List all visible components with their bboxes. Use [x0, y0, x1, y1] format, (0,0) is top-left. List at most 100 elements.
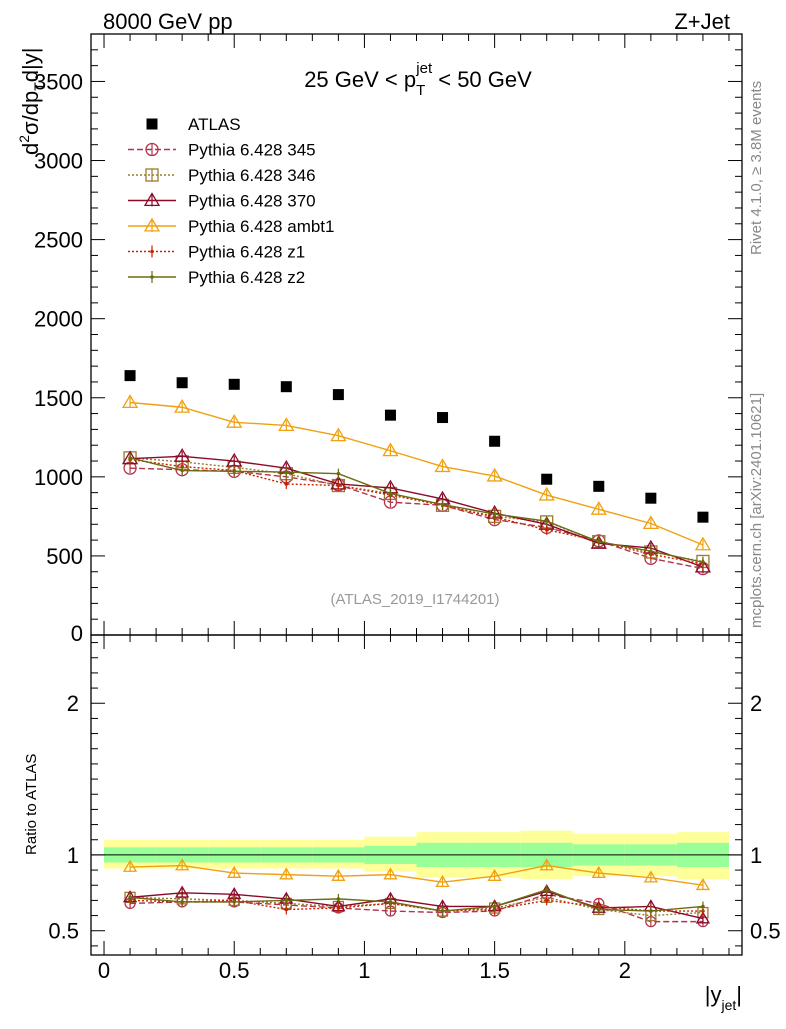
dot-marker — [596, 907, 601, 912]
open-triangle-marker — [279, 867, 294, 880]
y-tick-label: 2000 — [34, 307, 83, 332]
open-triangle-marker — [331, 868, 346, 881]
legend-label: ATLAS — [188, 115, 241, 134]
open-triangle-marker — [694, 558, 712, 573]
rivet-version-text: Rivet 4.1.0, ≥ 3.8M events — [748, 81, 765, 255]
ratio-y-tick-label-right: 1 — [750, 843, 762, 868]
ratio-y-tick-label: 2 — [67, 691, 79, 716]
header-left: 8000 GeV pp — [103, 9, 233, 34]
y-tick-label: 0 — [71, 621, 83, 646]
open-triangle-marker — [278, 417, 295, 431]
mcplots-text: mcplots.cern.ch [arXiv:2401.10621] — [748, 393, 765, 628]
series-line — [129, 457, 704, 563]
data-point-marker — [437, 412, 449, 424]
data-point-marker — [645, 492, 657, 504]
data-point-marker — [228, 378, 240, 390]
data-point-marker — [593, 480, 605, 492]
dot-marker — [180, 468, 184, 473]
dot-marker — [440, 909, 445, 913]
ylabel-a-sup: 2 — [16, 135, 32, 143]
legend-label: Pythia 6.428 370 — [188, 192, 316, 211]
dot-marker — [336, 906, 341, 910]
series-line — [130, 467, 704, 570]
x-tick-label: 0.5 — [219, 958, 250, 983]
series-line — [129, 890, 704, 920]
ratio-y-axis-label: Ratio to ATLAS — [23, 754, 40, 855]
dot-marker — [544, 528, 549, 532]
open-triangle-marker — [226, 413, 243, 428]
xlabel-post: | — [736, 982, 742, 1007]
open-triangle-marker — [539, 858, 554, 871]
main-plot-area: 500 1000 1500 2000 2500 3000 3500 0 — [34, 33, 743, 646]
title-sup: jet — [415, 60, 433, 77]
ylabel-c: d|y| — [18, 48, 43, 83]
dot-marker — [336, 897, 341, 901]
y-tick-label: 500 — [46, 544, 83, 569]
open-triangle-marker — [122, 859, 138, 872]
dot-marker — [701, 560, 705, 565]
data-point-marker — [176, 377, 188, 389]
open-triangle-marker — [434, 458, 451, 473]
open-triangle-marker — [435, 874, 450, 888]
open-triangle-marker — [487, 868, 502, 881]
dot-marker — [128, 456, 132, 460]
legend-label: Pythia 6.428 346 — [188, 166, 316, 185]
open-triangle-marker — [227, 865, 242, 878]
open-triangle-marker — [694, 536, 712, 551]
title-post: < 50 GeV — [432, 67, 532, 92]
dot-marker — [284, 907, 289, 912]
y-tick-label: 1000 — [34, 465, 83, 490]
open-square-marker — [145, 168, 159, 182]
open-triangle-marker — [143, 217, 161, 232]
dot-marker — [388, 491, 393, 496]
series-line — [130, 457, 704, 563]
dot-marker — [232, 469, 237, 474]
x-tick-label: 2 — [619, 958, 631, 983]
ylabel-a: d — [18, 143, 43, 155]
open-triangle-marker — [143, 192, 161, 207]
ratio-y-tick-label: 0.5 — [48, 919, 79, 944]
dot-marker — [544, 898, 549, 903]
series-line — [130, 864, 704, 886]
dot-marker — [440, 502, 445, 507]
y-tick-label: 1500 — [34, 386, 83, 411]
ylabel-b-sub: T — [31, 82, 47, 91]
open-triangle-marker — [382, 442, 399, 457]
open-triangle-marker — [174, 447, 191, 462]
xlabel-sub: jet — [720, 997, 736, 1013]
ratio-y-tick-label: 1 — [67, 843, 79, 868]
dot-marker — [150, 275, 154, 279]
open-triangle-marker — [695, 911, 711, 924]
legend-label: Pythia 6.428 z1 — [188, 243, 305, 262]
dot-marker — [649, 909, 653, 913]
dot-marker — [544, 519, 549, 523]
dot-marker — [336, 471, 341, 476]
open-circle-marker — [145, 142, 159, 157]
open-triangle-marker — [174, 398, 191, 413]
open-triangle-marker — [538, 486, 555, 501]
data-point-marker — [541, 473, 553, 485]
open-triangle-marker — [591, 865, 606, 878]
data-point-marker — [697, 511, 709, 523]
dot-marker — [180, 900, 184, 904]
series-line — [129, 401, 704, 546]
title-pre: 25 GeV < p — [304, 67, 416, 92]
dot-marker — [150, 249, 154, 254]
open-triangle-marker — [330, 427, 347, 442]
series-line — [130, 896, 703, 917]
y-tick-label: 3500 — [34, 69, 83, 94]
dot-marker — [336, 483, 341, 488]
ylabel-b: σ/dp — [18, 91, 43, 135]
legend: ATLAS Pythia 6.428 345 Pythia 6.428 346 Pyt… — [128, 115, 334, 287]
main-y-axis-label: d2σ/dpTd|y| — [16, 48, 47, 155]
open-triangle-marker — [642, 515, 659, 530]
open-triangle-marker — [121, 394, 139, 409]
dot-marker — [284, 482, 289, 486]
series-line — [130, 899, 703, 912]
data-point-marker — [146, 118, 158, 130]
dot-marker — [596, 539, 601, 544]
data-point-marker — [124, 370, 136, 382]
open-triangle-marker — [643, 870, 658, 883]
ratio-y-tick-label-right: 2 — [750, 691, 762, 716]
